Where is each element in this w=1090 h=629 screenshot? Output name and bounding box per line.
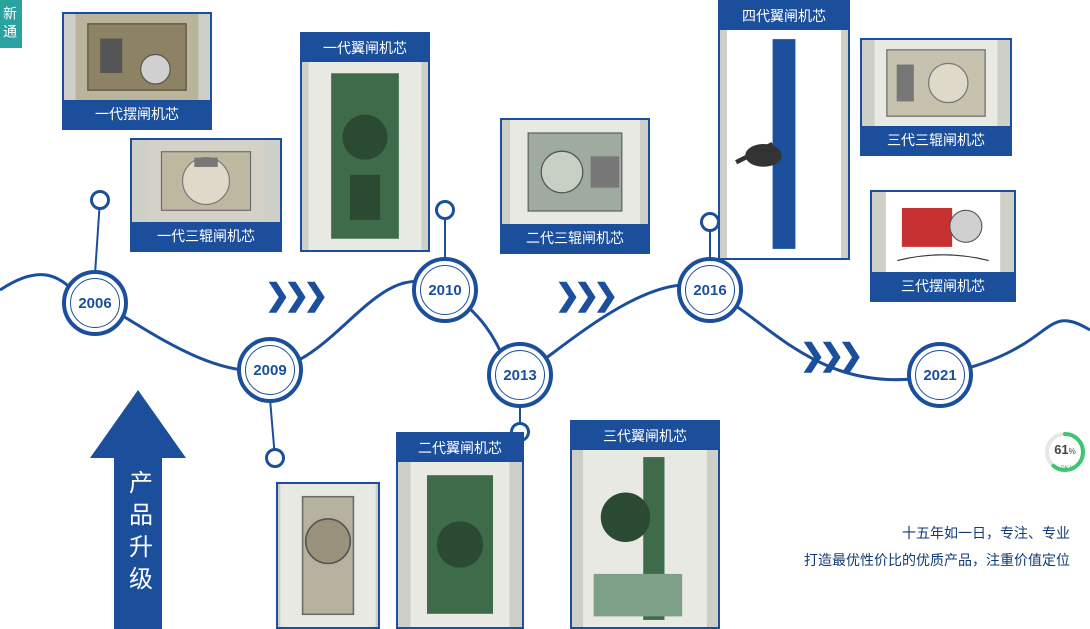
product-card-c8: 二代翼闸机芯 — [396, 432, 524, 629]
arrow-label: 产品升级 — [114, 438, 162, 629]
product-card-c2: 一代三辊闸机芯 — [130, 138, 282, 252]
product-card-c1: 一代摆闸机芯 — [62, 12, 212, 130]
product-card-c6: 三代三辊闸机芯 — [860, 38, 1012, 156]
year-node-2010: 2010 — [412, 257, 478, 323]
chevron-icon: ❯❯❯ — [800, 338, 857, 373]
timeline-dot — [435, 200, 455, 220]
product-card-c10 — [276, 482, 380, 629]
year-node-2016: 2016 — [677, 257, 743, 323]
timeline-dot — [90, 190, 110, 210]
svg-text:61%: 61% — [1054, 442, 1076, 457]
year-node-2021: 2021 — [907, 342, 973, 408]
product-label: 三代翼闸机芯 — [572, 422, 718, 450]
product-photo — [64, 14, 210, 100]
footer-line-1: 十五年如一日，专注、专业 — [804, 520, 1070, 547]
footer-text: 十五年如一日，专注、专业 打造最优性价比的优质产品，注重价值定位 — [804, 520, 1070, 573]
chevron-icon: ❯❯❯ — [555, 278, 612, 313]
product-card-c3: 一代翼闸机芯 — [300, 32, 430, 252]
product-photo — [502, 120, 648, 224]
product-card-c4: 二代三辊闸机芯 — [500, 118, 650, 254]
performance-widget: 61% ↓ 0K/s — [1040, 430, 1090, 484]
product-photo — [278, 484, 378, 627]
product-photo — [862, 40, 1010, 126]
sidebar-tab: 新通 — [0, 0, 22, 48]
product-card-c7: 三代摆闸机芯 — [870, 190, 1016, 302]
product-label: 二代三辊闸机芯 — [502, 224, 648, 252]
footer-line-2: 打造最优性价比的优质产品，注重价值定位 — [804, 547, 1070, 574]
product-card-c9: 三代翼闸机芯 — [570, 420, 720, 629]
year-node-2006: 2006 — [62, 270, 128, 336]
product-label: 一代翼闸机芯 — [302, 34, 428, 62]
product-photo — [572, 450, 718, 627]
year-node-2013: 2013 — [487, 342, 553, 408]
product-photo — [720, 30, 848, 258]
product-label: 四代翼闸机芯 — [720, 2, 848, 30]
svg-text:↓ 0K/s: ↓ 0K/s — [1055, 465, 1075, 472]
timeline-dot — [265, 448, 285, 468]
product-label: 二代翼闸机芯 — [398, 434, 522, 462]
product-label: 三代三辊闸机芯 — [862, 126, 1010, 154]
product-label: 一代三辊闸机芯 — [132, 222, 280, 250]
product-photo — [398, 462, 522, 627]
product-photo — [872, 192, 1014, 272]
product-label: 三代摆闸机芯 — [872, 272, 1014, 300]
timeline-dot — [700, 212, 720, 232]
product-label: 一代摆闸机芯 — [64, 100, 210, 128]
product-photo — [302, 62, 428, 250]
product-card-c5: 四代翼闸机芯 — [718, 0, 850, 260]
product-photo — [132, 140, 280, 222]
year-node-2009: 2009 — [237, 337, 303, 403]
chevron-icon: ❯❯❯ — [265, 278, 322, 313]
